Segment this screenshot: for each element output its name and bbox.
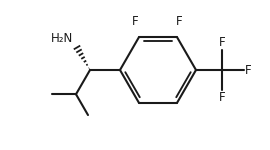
Text: F: F [245, 63, 252, 76]
Text: F: F [132, 15, 138, 28]
Text: H₂N: H₂N [51, 32, 73, 45]
Text: F: F [176, 15, 182, 28]
Text: F: F [219, 36, 225, 49]
Text: F: F [219, 91, 225, 104]
